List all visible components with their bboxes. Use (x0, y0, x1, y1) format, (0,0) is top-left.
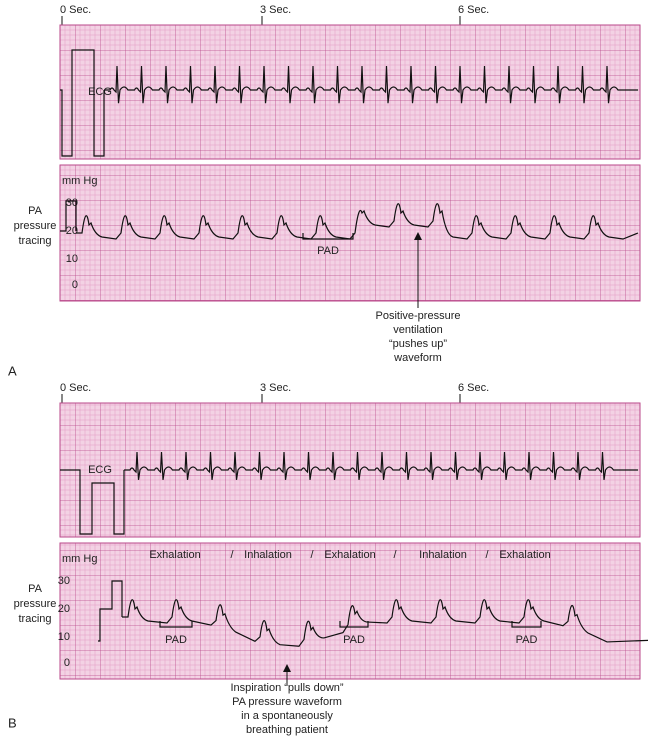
phase-label: Exhalation (149, 549, 200, 561)
pad-bracket (159, 621, 193, 628)
scale-label: 20 (66, 225, 78, 237)
scale-label: 0 (64, 657, 70, 669)
scale-label: 20 (58, 603, 70, 615)
scale-label: 30 (66, 197, 78, 209)
time-label: 6 Sec. (458, 382, 489, 394)
pad-label: PAD (516, 634, 538, 646)
annotation: in a spontaneously (241, 710, 333, 722)
phase-label: Inhalation (244, 549, 292, 561)
time-label: 3 Sec. (260, 382, 291, 394)
pressure-unit: mm Hg (62, 175, 97, 187)
pad-label: PAD (343, 634, 365, 646)
annotation: breathing patient (246, 724, 328, 736)
pa-label: pressure (14, 598, 57, 610)
ecg-label: ECG (88, 86, 112, 98)
phase-label: / (310, 549, 314, 561)
panel-b: 0 Sec. 3 Sec. 6 Sec. ECG mm Hg PA pressure trac… (8, 382, 649, 736)
scale-label: 10 (66, 253, 78, 265)
time-label: 6 Sec. (458, 4, 489, 16)
pa-label: tracing (18, 613, 51, 625)
panel-a: 0 Sec. 3 Sec. 6 Sec. ECG mm Hg PA pressure trac… (8, 4, 641, 378)
phase-label: Exhalation (324, 549, 375, 561)
annotation: Inspiration “pulls down” (230, 682, 343, 694)
ecg-grid (59, 24, 641, 160)
pad-label: PAD (317, 245, 339, 257)
pa-label: PA (28, 583, 43, 595)
ecg-trace (124, 451, 638, 480)
pad-bracket (339, 621, 369, 628)
phase-label: Exhalation (499, 549, 550, 561)
panel-label: B (8, 715, 17, 730)
annotation: PA pressure waveform (232, 696, 342, 708)
pad-label: PAD (165, 634, 187, 646)
pa-label: tracing (18, 235, 51, 247)
pad-bracket (302, 233, 354, 240)
scale-label: 30 (58, 575, 70, 587)
time-label: 0 Sec. (60, 382, 91, 394)
annotation: waveform (393, 352, 442, 364)
pa-label: pressure (14, 220, 57, 232)
time-label: 3 Sec. (260, 4, 291, 16)
pressure-unit: mm Hg (62, 553, 97, 565)
pad-bracket (511, 621, 542, 628)
pa-calibration (60, 200, 77, 232)
scale-label: 10 (58, 631, 70, 643)
pa-calibration (98, 580, 123, 642)
phase-label: / (393, 549, 397, 561)
time-label: 0 Sec. (60, 4, 91, 16)
phase-label: / (485, 549, 489, 561)
pa-label: PA (28, 205, 43, 217)
pa-grid (59, 164, 641, 302)
annotation: “pushes up” (389, 338, 447, 350)
annotation: Positive-pressure (376, 310, 461, 322)
panel-label: A (8, 363, 17, 378)
phase-label: Inhalation (419, 549, 467, 561)
ecg-label: ECG (88, 464, 112, 476)
scale-label: 0 (72, 279, 78, 291)
ecg-calibration (60, 49, 105, 157)
pa-trace (122, 599, 649, 647)
ecg-calibration (60, 469, 125, 535)
phase-label: / (230, 549, 234, 561)
annotation: ventilation (393, 324, 443, 336)
ecg-trace (104, 65, 638, 104)
